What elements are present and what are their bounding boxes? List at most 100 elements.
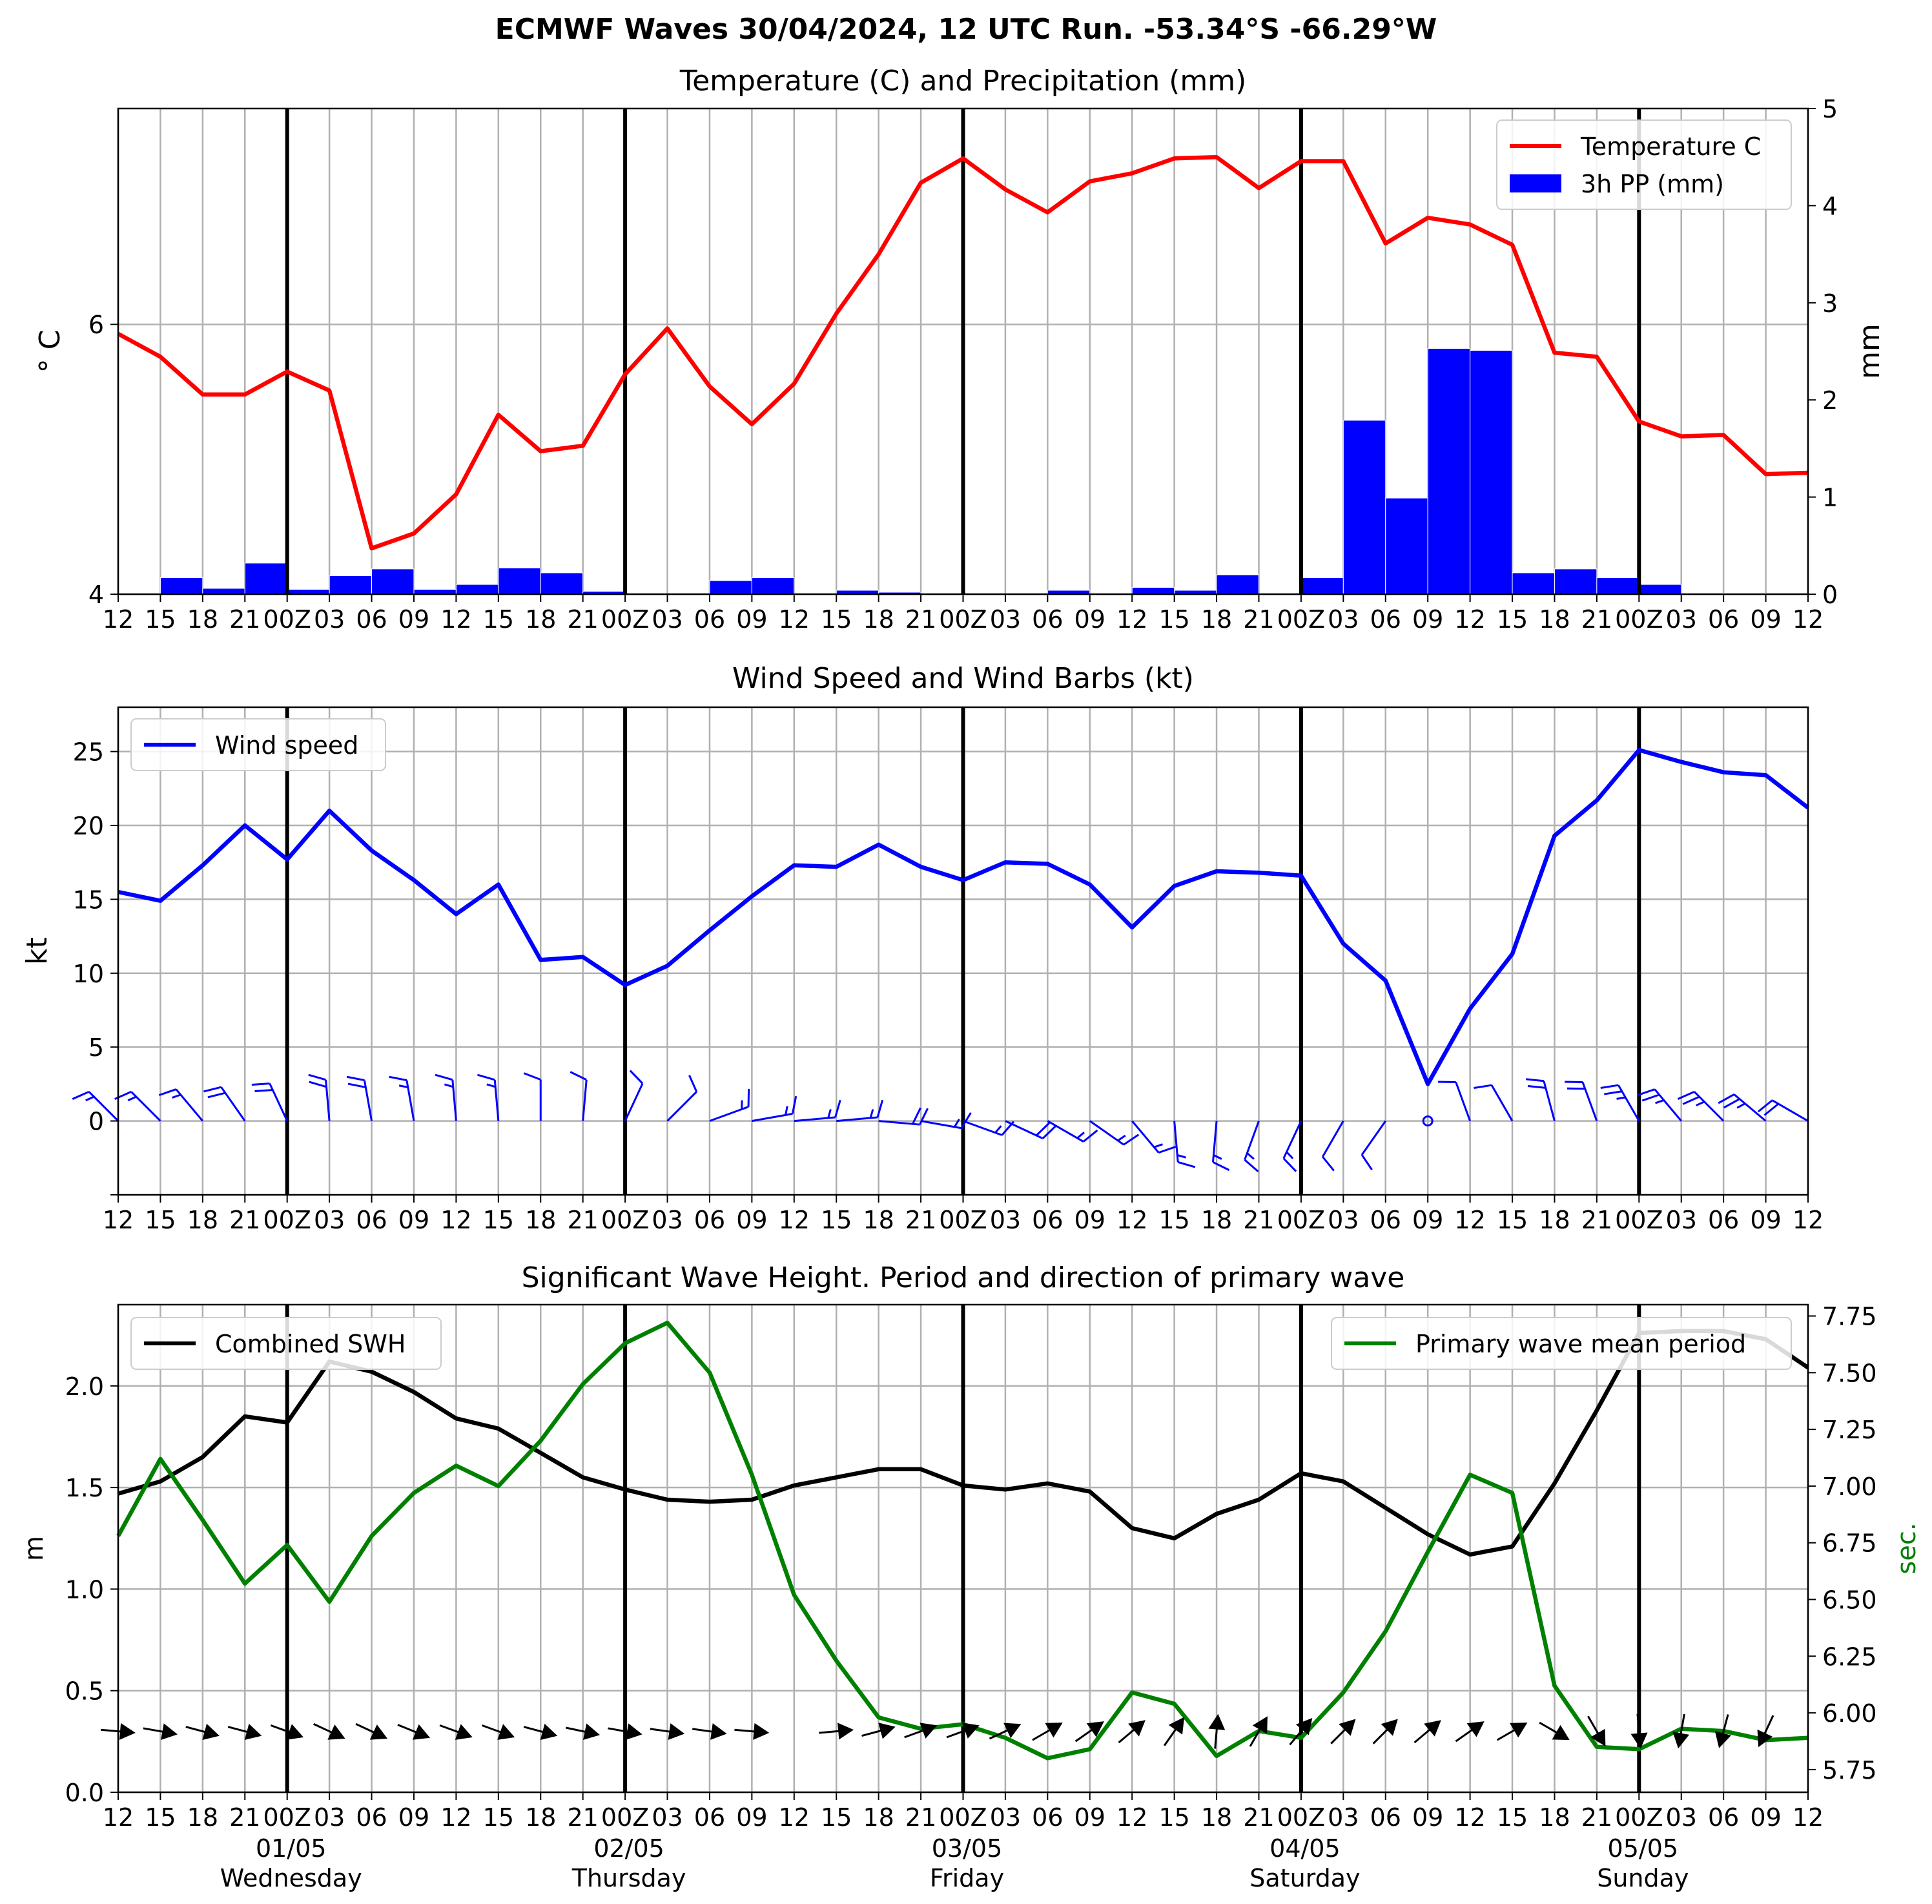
precip-bar <box>498 567 541 595</box>
x-tick-label: 06 <box>1032 1206 1063 1234</box>
wave-arrow-head <box>920 1723 938 1739</box>
x-tick-label: 09 <box>1750 1206 1781 1234</box>
y-axis-label: kt <box>21 937 54 965</box>
wave-arrow-head <box>327 1724 345 1740</box>
y-tick-label: 15 <box>73 885 104 914</box>
x-tick-label: 00Z <box>1277 1206 1325 1234</box>
wave-direction-arrow <box>270 1724 304 1740</box>
wind-barb-half-flag <box>994 1125 1002 1133</box>
wind-barb-flag <box>308 1073 326 1081</box>
y-tick-label: 25 <box>73 738 104 767</box>
wave-arrow-head <box>497 1724 515 1740</box>
x-tick-label: 03 <box>652 1206 683 1234</box>
x-tick-label: 09 <box>1074 605 1105 634</box>
wave-direction-arrow <box>1714 1714 1731 1748</box>
x-tick-label: 18 <box>1201 605 1232 634</box>
x-tick-label: 15 <box>821 1803 852 1832</box>
x-tick-label: 03 <box>990 605 1021 634</box>
x-tick-label: 12 <box>1454 605 1485 634</box>
wind-barb <box>346 1075 373 1121</box>
wind-barb-flag <box>1158 1146 1177 1154</box>
wind-barb-flag <box>1244 1159 1259 1173</box>
x-tick-label: 12 <box>1793 605 1824 634</box>
x-tick-label: 21 <box>1581 1803 1612 1832</box>
x-tick-label: 18 <box>1201 1206 1232 1234</box>
wind-barb <box>1322 1120 1344 1172</box>
wave-arrow-head <box>1714 1731 1731 1748</box>
wave-direction-arrow <box>904 1723 938 1739</box>
wind-barb-half-flag <box>1616 1096 1626 1100</box>
wind-barb-flag <box>72 1090 90 1101</box>
legend-label: 3h PP (mm) <box>1581 170 1724 198</box>
x-tick-label: 15 <box>1497 1206 1528 1234</box>
x-tick-label: 09 <box>1750 605 1781 634</box>
wind-barb-half-flag <box>1286 1151 1294 1159</box>
x-tick-label: 21 <box>1243 1803 1274 1832</box>
legend-box <box>1496 119 1792 210</box>
precip-bar <box>202 588 245 595</box>
wave-arrow-head <box>668 1723 685 1740</box>
wind-barb-flag <box>1527 1084 1546 1089</box>
x-tick-label: 06 <box>694 605 725 634</box>
x-tick-label: 00Z <box>601 1803 649 1832</box>
chart-panel-2: Wind Speed and Wind Barbs (kt)12 15 18 21 00… <box>21 662 1824 1234</box>
wave-arrow-head <box>202 1723 220 1740</box>
day-name-label: Sunday <box>1597 1864 1689 1892</box>
x-tick-label: 18 <box>525 605 556 634</box>
x-tick-label: 12 <box>1116 1206 1147 1234</box>
y-tick-label: 1.5 <box>65 1474 104 1502</box>
x-tick-label: 00Z <box>1615 605 1663 634</box>
y2-tick-label: 6.50 <box>1822 1586 1877 1615</box>
wave-direction-arrow <box>1587 1715 1606 1747</box>
wind-barb-flag <box>629 1070 644 1084</box>
wind-barb-staff <box>624 1082 644 1122</box>
x-tick-label: 09 <box>1074 1206 1105 1234</box>
wave-direction-arrow <box>1672 1713 1690 1749</box>
x-tick-label: 21 <box>229 1803 260 1832</box>
wind-barb <box>624 1070 644 1122</box>
x-tick-label: 03 <box>990 1803 1021 1832</box>
wind-barb-flag <box>158 1088 177 1097</box>
wave-arrow-head <box>1510 1723 1528 1738</box>
x-tick-label: 12 <box>779 1206 810 1234</box>
wind-barb-flag <box>1718 1093 1735 1104</box>
x-tick-label: 09 <box>1074 1803 1105 1832</box>
y2-tick-label: 3 <box>1822 289 1838 318</box>
x-tick-label: 03 <box>314 1803 345 1832</box>
wind-barb <box>1089 1120 1140 1146</box>
wind-barb <box>1600 1084 1640 1122</box>
wind-barb-flag <box>251 1082 270 1086</box>
wave-direction-arrow <box>1496 1723 1528 1741</box>
x-tick-label: 03 <box>1666 1206 1697 1234</box>
wind-barb <box>72 1090 119 1122</box>
x-tick-label: 09 <box>1412 605 1443 634</box>
wind-barb <box>1422 1115 1434 1127</box>
wave-direction-arrow <box>227 1723 262 1740</box>
x-tick-label: 00Z <box>263 1803 311 1832</box>
day-date-label: 03/05 <box>932 1834 1003 1863</box>
wind-barb-flag <box>523 1072 541 1081</box>
wind-barb-flag <box>834 1099 841 1118</box>
wind-barb-flag <box>309 1081 327 1088</box>
wave-arrow-head <box>961 1723 980 1739</box>
y2-tick-label: 5 <box>1822 95 1838 123</box>
wave-direction-arrow <box>608 1723 642 1740</box>
wave-arrow-head <box>1552 1724 1570 1741</box>
wind-barb-flag <box>1322 1156 1335 1172</box>
wind-barb-half-flag <box>1246 1152 1255 1160</box>
y2-tick-label: 1 <box>1822 484 1838 512</box>
wind-barb <box>1211 1121 1230 1171</box>
x-tick-label: 03 <box>1666 605 1697 634</box>
x-tick-label: 12 <box>103 1206 134 1234</box>
wave-direction-arrow <box>523 1723 558 1740</box>
wind-barb-flag <box>1526 1078 1545 1082</box>
wave-arrow-head <box>1590 1728 1606 1747</box>
x-tick-label: 12 <box>103 1803 134 1832</box>
y-tick-label: 0 <box>88 1108 104 1136</box>
x-tick-label: 09 <box>1412 1206 1443 1234</box>
x-tick-label: 15 <box>821 1206 852 1234</box>
chart-panel-1: Temperature (C) and Precipitation (mm)12… <box>34 65 1886 634</box>
x-tick-label: 09 <box>398 1206 429 1234</box>
wind-barb <box>794 1099 841 1123</box>
wave-arrow-head <box>1003 1723 1022 1739</box>
